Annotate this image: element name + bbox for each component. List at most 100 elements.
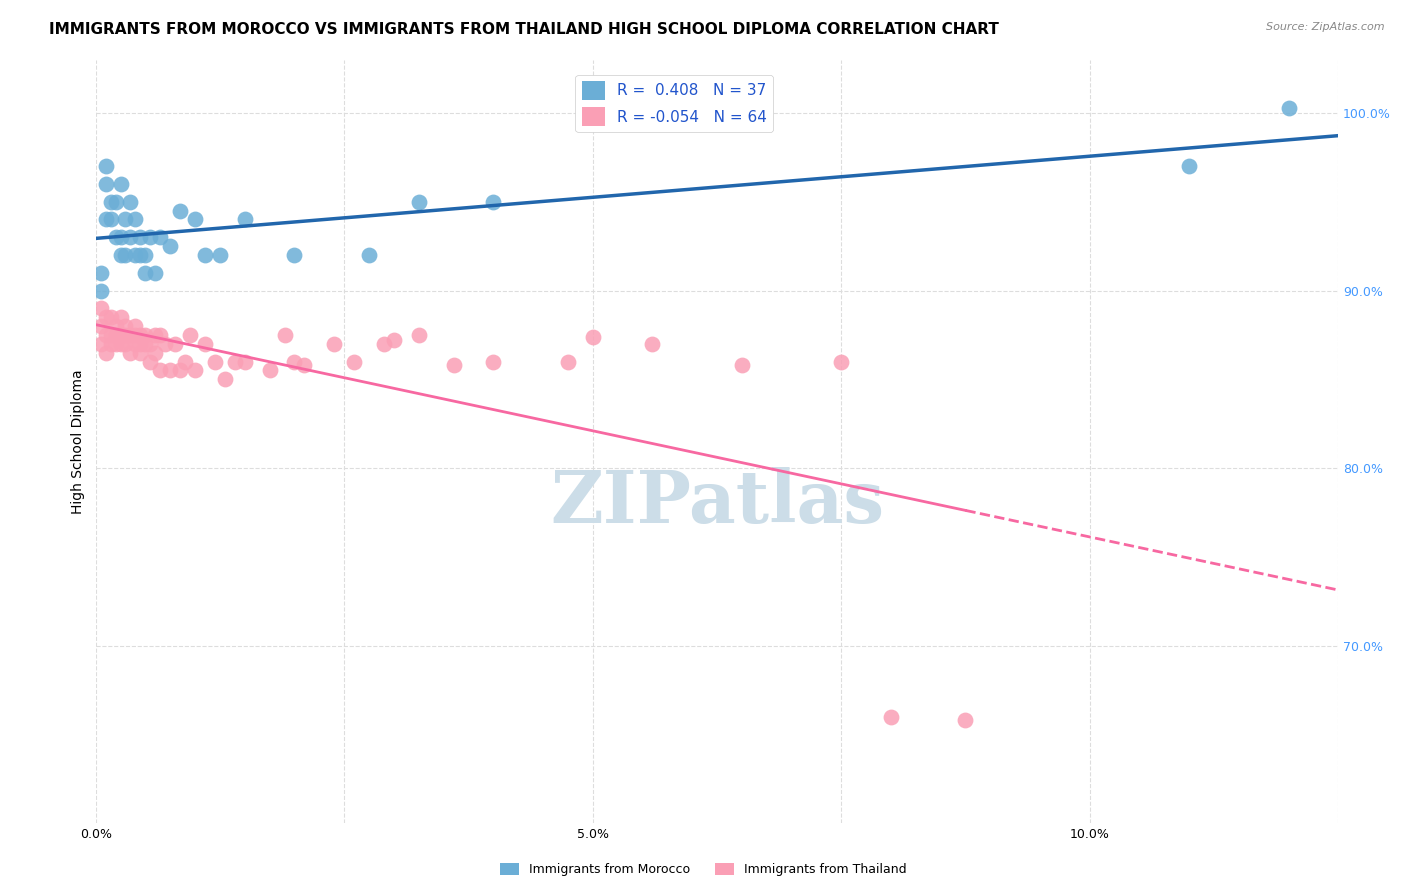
Point [357, 248, 380, 262]
Point [120, 194, 142, 209]
Point [94, 159, 117, 173]
Point [259, 363, 281, 377]
Point [90, 336, 112, 351]
Point [382, 333, 405, 347]
Point [129, 248, 152, 262]
Point [143, 327, 166, 342]
Point [149, 363, 172, 377]
Point [373, 336, 395, 351]
Point [110, 310, 132, 325]
Point [149, 230, 172, 244]
Text: Source: ZipAtlas.com: Source: ZipAtlas.com [1267, 22, 1385, 32]
Point [110, 336, 132, 351]
Point [955, 714, 977, 728]
Point [194, 248, 217, 262]
Point [129, 336, 152, 351]
Point [134, 248, 156, 262]
Point [155, 336, 177, 351]
Point [100, 310, 122, 325]
Point [94, 327, 117, 342]
Point [129, 327, 152, 342]
Point [482, 194, 505, 209]
Point [731, 358, 754, 372]
Point [179, 327, 201, 342]
Point [174, 354, 197, 368]
Legend: R =  0.408   N = 37, R = -0.054   N = 64: R = 0.408 N = 37, R = -0.054 N = 64 [575, 75, 773, 132]
Point [120, 230, 142, 244]
Point [482, 354, 505, 368]
Point [100, 336, 122, 351]
Point [134, 327, 156, 342]
Point [273, 327, 295, 342]
Point [124, 248, 146, 262]
Point [124, 212, 146, 227]
Legend: Immigrants from Morocco, Immigrants from Thailand: Immigrants from Morocco, Immigrants from… [495, 858, 911, 881]
Point [224, 354, 246, 368]
Point [169, 203, 191, 218]
Point [114, 319, 136, 334]
Point [114, 248, 136, 262]
Point [343, 354, 366, 368]
Point [129, 230, 152, 244]
Point [233, 354, 256, 368]
Point [323, 336, 346, 351]
Point [143, 266, 166, 280]
Point [134, 336, 156, 351]
Point [582, 329, 605, 343]
Point [124, 319, 146, 334]
Point [443, 358, 465, 372]
Point [233, 212, 256, 227]
Point [208, 248, 231, 262]
Point [139, 230, 162, 244]
Point [159, 239, 181, 253]
Point [104, 230, 127, 244]
Point [124, 336, 146, 351]
Point [408, 194, 430, 209]
Point [184, 363, 207, 377]
Text: IMMIGRANTS FROM MOROCCO VS IMMIGRANTS FROM THAILAND HIGH SCHOOL DIPLOMA CORRELAT: IMMIGRANTS FROM MOROCCO VS IMMIGRANTS FR… [49, 22, 1000, 37]
Point [94, 212, 117, 227]
Point [641, 336, 664, 351]
Point [408, 327, 430, 342]
Point [114, 336, 136, 351]
Point [110, 177, 132, 191]
Point [134, 266, 156, 280]
Point [283, 248, 305, 262]
Point [194, 336, 217, 351]
Text: ZIPatlas: ZIPatlas [550, 467, 884, 538]
Point [159, 363, 181, 377]
Point [94, 310, 117, 325]
Point [204, 354, 226, 368]
Point [139, 354, 162, 368]
Point [90, 319, 112, 334]
Point [104, 319, 127, 334]
Point [104, 327, 127, 342]
Point [90, 266, 112, 280]
Point [283, 354, 305, 368]
Point [149, 327, 172, 342]
Point [124, 327, 146, 342]
Point [100, 327, 122, 342]
Point [104, 336, 127, 351]
Point [169, 363, 191, 377]
Point [214, 372, 236, 386]
Point [120, 345, 142, 359]
Point [94, 345, 117, 359]
Point [294, 358, 316, 372]
Point [90, 301, 112, 316]
Point [94, 177, 117, 191]
Point [90, 284, 112, 298]
Point [100, 194, 122, 209]
Point [557, 354, 579, 368]
Point [110, 327, 132, 342]
Point [104, 194, 127, 209]
Y-axis label: High School Diploma: High School Diploma [72, 369, 86, 514]
Point [114, 327, 136, 342]
Point [139, 336, 162, 351]
Point [120, 327, 142, 342]
Point [1178, 159, 1201, 173]
Point [184, 212, 207, 227]
Point [165, 336, 187, 351]
Point [143, 345, 166, 359]
Point [110, 248, 132, 262]
